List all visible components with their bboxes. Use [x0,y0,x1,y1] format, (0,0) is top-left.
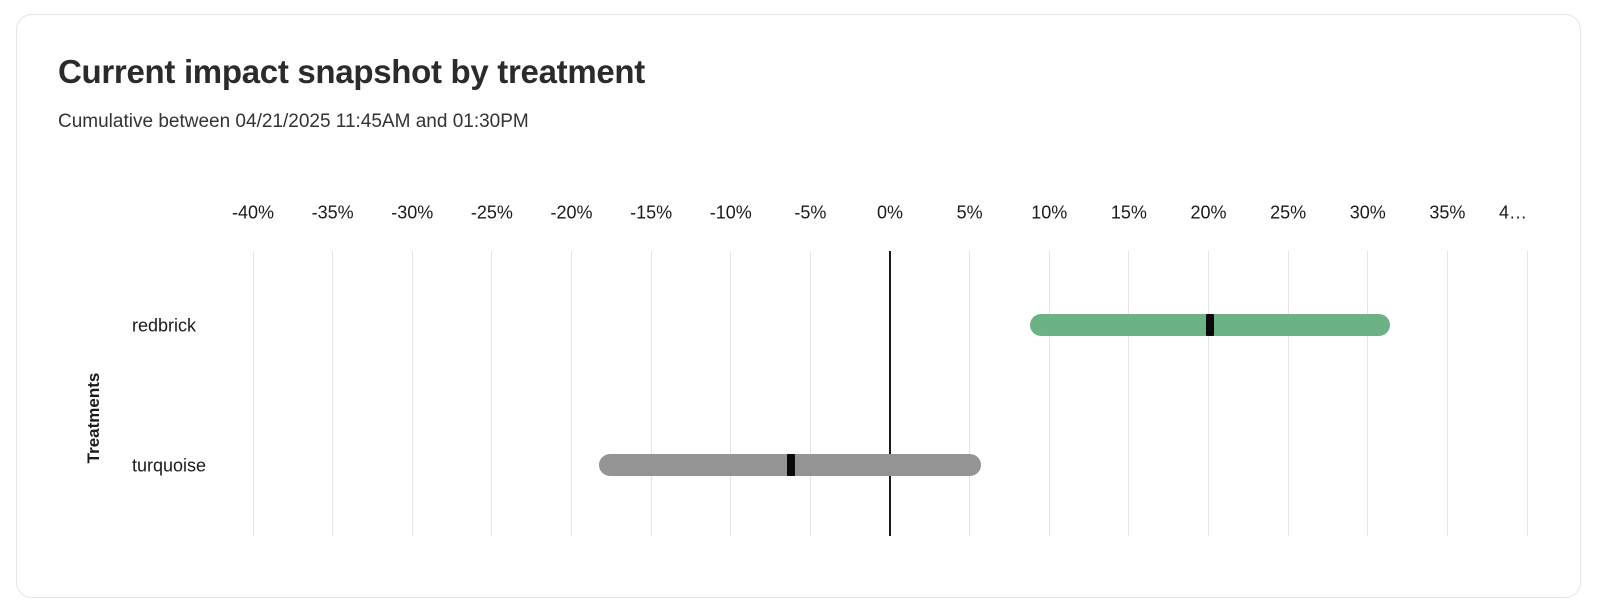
x-axis-tick-label: 20% [1190,202,1227,223]
gridline [650,251,652,536]
gridline [1446,251,1448,536]
point-estimate-marker-redbrick[interactable] [1206,314,1215,336]
x-axis-tick-label: -20% [550,202,593,223]
gridline [1048,251,1050,536]
chart-subtitle: Cumulative between 04/21/2025 11:45AM an… [58,111,529,132]
y-axis-title: Treatments [84,372,103,464]
gridline [969,251,971,536]
x-axis-tick-label: 5% [956,202,983,223]
x-axis-tick-label: -5% [794,202,827,223]
gridline [252,251,254,536]
point-estimate-marker-turquoise[interactable] [787,454,796,476]
gridline [571,251,572,536]
category-label-redbrick: redbrick [132,315,197,336]
x-axis-tick-label: 35% [1429,202,1466,223]
x-axis-tick-label: -30% [391,202,434,223]
gridline [491,251,493,536]
x-axis-tick-label: 4… [1498,202,1528,223]
x-axis-tick-label: -35% [311,202,354,223]
x-axis-tick-label: -25% [470,202,513,223]
impact-range-chart: Treatments -40% -35% -30% -25% -20% -15% -10% -… [17,15,1580,597]
x-axis-tick-label: 10% [1031,202,1068,223]
gridline [1287,251,1289,536]
x-axis-tick-label: -10% [709,202,752,223]
gridline [1367,251,1369,536]
gridline [730,251,732,536]
chart-title: Current impact snapshot by treatment [58,53,645,90]
gridline [411,251,413,536]
x-axis-tick-label: -15% [630,202,673,223]
category-label-turquoise: turquoise [132,455,207,476]
gridline [809,251,811,536]
x-axis-tick-label: 15% [1110,202,1147,223]
x-axis-tick-label: 0% [876,202,904,223]
gridline [1526,251,1528,536]
x-axis-tick-label: 30% [1349,202,1386,223]
gridline [1208,251,1209,536]
gridline [332,251,334,536]
impact-snapshot-card: Current impact snapshot by treatment Cum… [16,14,1581,598]
x-axis-tick-label: 25% [1270,202,1307,223]
x-axis-tick-label: -40% [231,202,275,223]
gridline [1128,251,1130,536]
zero-axis-line [889,251,891,536]
